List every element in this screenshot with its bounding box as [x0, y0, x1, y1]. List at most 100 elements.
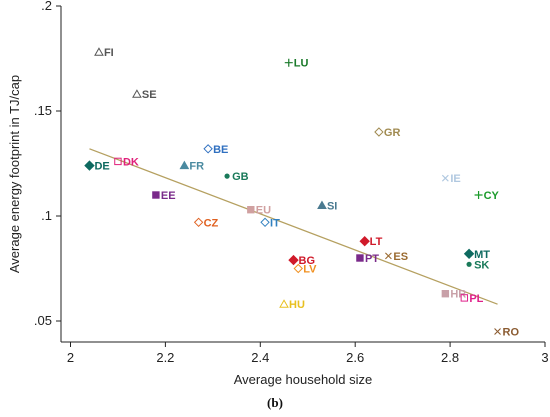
data-point-ie: IE — [441, 173, 461, 185]
y-ticks: .05 .1 .15 .2 — [34, 0, 61, 328]
marker-pt — [356, 254, 364, 262]
point-label-fi: FI — [104, 47, 114, 59]
point-label-eu: EU — [256, 205, 271, 217]
point-label-lv: LV — [303, 264, 317, 276]
point-label-lu: LU — [294, 58, 309, 70]
marker-eu — [247, 206, 255, 214]
marker-gb — [224, 173, 230, 179]
marker-fr — [179, 160, 190, 170]
marker-gr — [374, 127, 384, 137]
data-points: FI SE LU GR BE DK DE FR GB IE CY EE SI EU CZ IT LT MT ES PT… — [84, 47, 520, 339]
x-tick-label: 2 — [67, 350, 74, 365]
marker-bg — [288, 254, 299, 266]
data-point-be: BE — [203, 144, 228, 156]
data-point-lt: LT — [359, 235, 383, 248]
data-point-sk: SK — [466, 259, 489, 271]
data-point-hr: HR — [441, 289, 466, 301]
point-label-hr: HR — [450, 289, 466, 301]
marker-sk — [466, 261, 472, 267]
point-label-cz: CZ — [204, 217, 219, 229]
marker-pl — [460, 294, 469, 302]
data-point-hu: HU — [279, 299, 305, 311]
trendline — [89, 148, 498, 305]
data-point-pt: PT — [356, 253, 379, 265]
x-ticks: 2 2.2 2.4 2.6 2.8 3 — [67, 342, 549, 365]
marker-cy — [474, 191, 483, 199]
marker-es — [385, 252, 392, 260]
marker-lt — [359, 235, 370, 247]
x-tick-label: 2.8 — [441, 350, 459, 365]
marker-de — [84, 160, 95, 171]
point-label-bg: BG — [299, 255, 316, 267]
point-label-es: ES — [393, 251, 408, 263]
data-point-ee: EE — [152, 190, 176, 202]
marker-lu — [284, 58, 293, 67]
x-tick-label: 2.6 — [346, 350, 364, 365]
marker-be — [203, 144, 213, 154]
marker-cz — [193, 217, 204, 228]
y-axis-title: Average energy footprint in TJ/cap — [7, 75, 22, 273]
data-point-fi: FI — [94, 47, 114, 59]
point-label-se: SE — [142, 89, 157, 101]
data-point-dk: DK — [114, 156, 139, 168]
point-label-de: DE — [94, 161, 109, 173]
axes — [60, 6, 545, 343]
marker-se — [132, 89, 142, 98]
point-label-be: BE — [213, 144, 228, 156]
point-label-si: SI — [327, 201, 337, 213]
x-tick-label: 2.2 — [156, 350, 174, 365]
point-label-gb: GB — [232, 171, 249, 183]
data-point-si: SI — [317, 200, 337, 213]
x-tick-label: 2.4 — [251, 350, 269, 365]
point-label-sk: SK — [474, 259, 489, 271]
y-tick-label: .1 — [41, 208, 52, 223]
data-point-fr: FR — [179, 160, 204, 173]
marker-ee — [152, 191, 160, 199]
marker-fi — [94, 47, 104, 56]
marker-mt — [463, 248, 475, 260]
point-label-fr: FR — [189, 161, 204, 173]
panel-label: (b) — [267, 395, 283, 410]
point-label-cy: CY — [484, 190, 500, 202]
point-label-gr: GR — [384, 127, 401, 139]
data-point-lu: LU — [284, 58, 309, 70]
y-tick-label: .2 — [41, 0, 52, 13]
marker-hr — [441, 290, 450, 298]
data-point-pl: PL — [460, 293, 484, 305]
data-point-cy: CY — [474, 190, 500, 202]
data-point-lv: LV — [293, 263, 317, 276]
marker-hu — [279, 299, 289, 308]
x-tick-label: 3 — [541, 350, 548, 365]
point-label-ie: IE — [450, 173, 460, 185]
data-point-bg: BG — [288, 254, 316, 267]
marker-it — [260, 217, 270, 228]
point-label-dk: DK — [123, 156, 139, 168]
data-point-mt: MT — [463, 248, 490, 261]
y-tick-label: .05 — [34, 313, 52, 328]
data-point-eu: EU — [247, 205, 271, 217]
x-axis-title: Average household size — [234, 372, 373, 387]
point-label-hu: HU — [289, 299, 305, 311]
point-label-pl: PL — [469, 293, 483, 305]
data-point-de: DE — [84, 160, 110, 173]
trendline-group — [89, 148, 498, 305]
point-label-mt: MT — [474, 249, 490, 261]
point-label-pt: PT — [365, 253, 379, 265]
data-point-es: ES — [385, 251, 408, 263]
point-label-ro: RO — [503, 327, 520, 339]
marker-ro — [494, 328, 501, 335]
marker-ie — [441, 174, 449, 182]
y-tick-label: .15 — [34, 103, 52, 118]
marker-dk — [114, 157, 122, 166]
data-point-gb: GB — [224, 171, 249, 183]
data-point-gr: GR — [374, 127, 401, 139]
marker-si — [317, 200, 327, 209]
point-label-ee: EE — [161, 190, 176, 202]
data-point-se: SE — [132, 89, 157, 101]
data-point-cz: CZ — [193, 217, 219, 229]
data-point-it: IT — [260, 217, 280, 229]
data-point-ro: RO — [494, 327, 520, 339]
marker-lv — [293, 263, 303, 274]
point-label-lt: LT — [370, 236, 383, 248]
